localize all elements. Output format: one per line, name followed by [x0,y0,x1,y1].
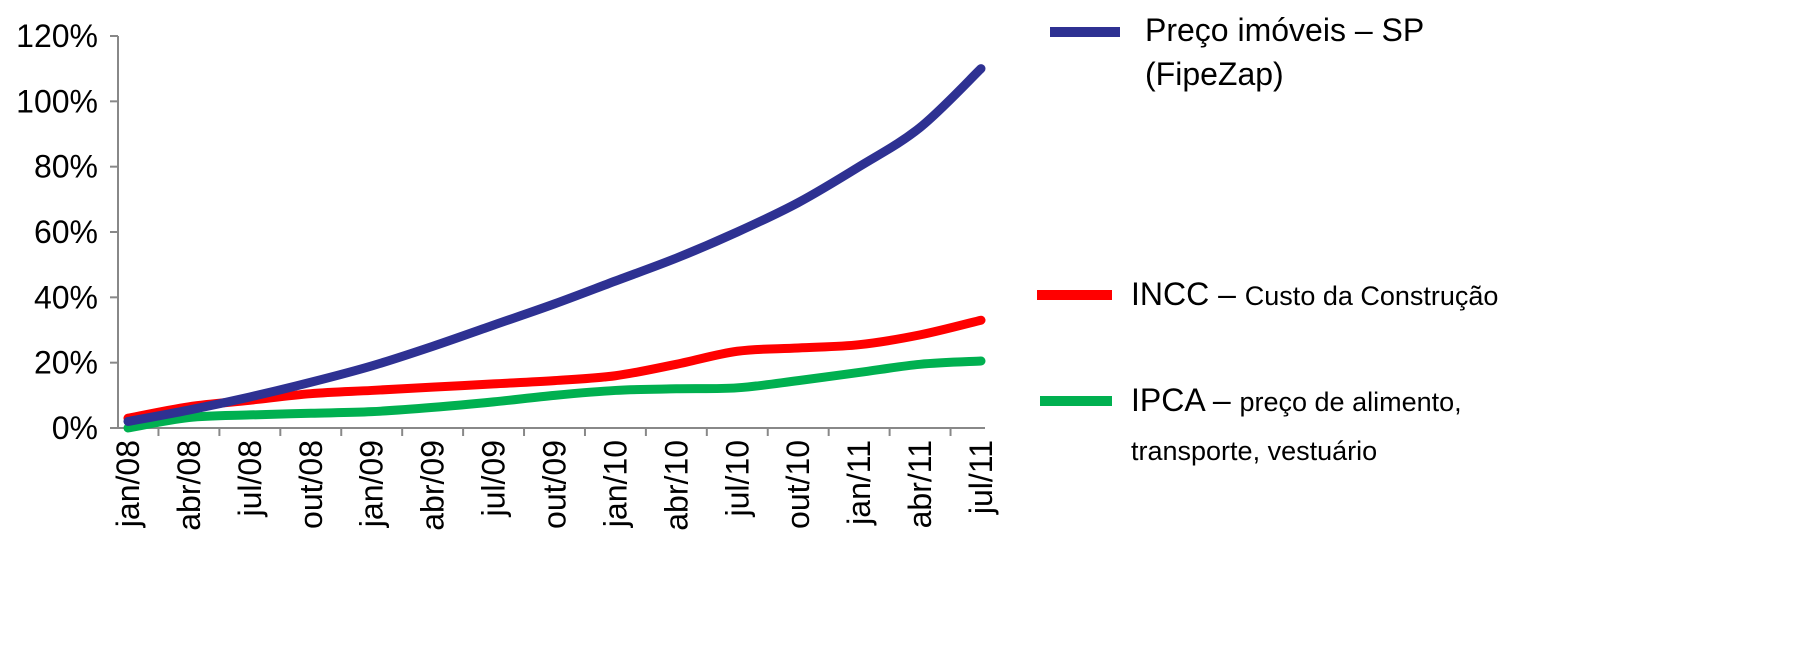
series-lines [123,64,986,433]
x-tick-label: abr/08 [171,440,207,531]
x-tick-label: out/10 [780,440,816,529]
x-tick-label: out/09 [537,440,573,529]
y-tick-label: 60% [34,214,98,250]
y-tick-label: 0% [52,410,98,446]
series-line-fipezap [123,64,986,426]
x-tick-label: jul/11 [963,440,999,515]
y-tick-label: 20% [34,345,98,381]
x-tick-label: abr/10 [658,440,694,531]
x-tick-label: jan/09 [354,440,390,528]
axes: 0% 20% 40% 60% 80% 100% 120% jan/08 abr/08 jul/08… [16,18,999,531]
series-line-incc [123,315,986,423]
y-tick-label: 100% [16,83,98,119]
x-tick-label: jan/08 [110,440,146,528]
y-tick-label: 80% [34,149,98,185]
x-tick-label: abr/11 [902,440,938,528]
series-line-ipca [123,356,986,433]
y-tick-label: 120% [16,18,98,54]
x-tick-label: jan/11 [841,440,877,526]
x-tick-label: out/08 [293,440,329,529]
x-tick-label: jan/10 [597,440,633,528]
x-tick-label: jul/09 [476,440,512,518]
x-tick-label: jul/08 [232,440,268,518]
x-tick-label: abr/09 [415,440,451,531]
y-tick-label: 40% [34,279,98,315]
x-tick-label: jul/10 [719,440,755,518]
